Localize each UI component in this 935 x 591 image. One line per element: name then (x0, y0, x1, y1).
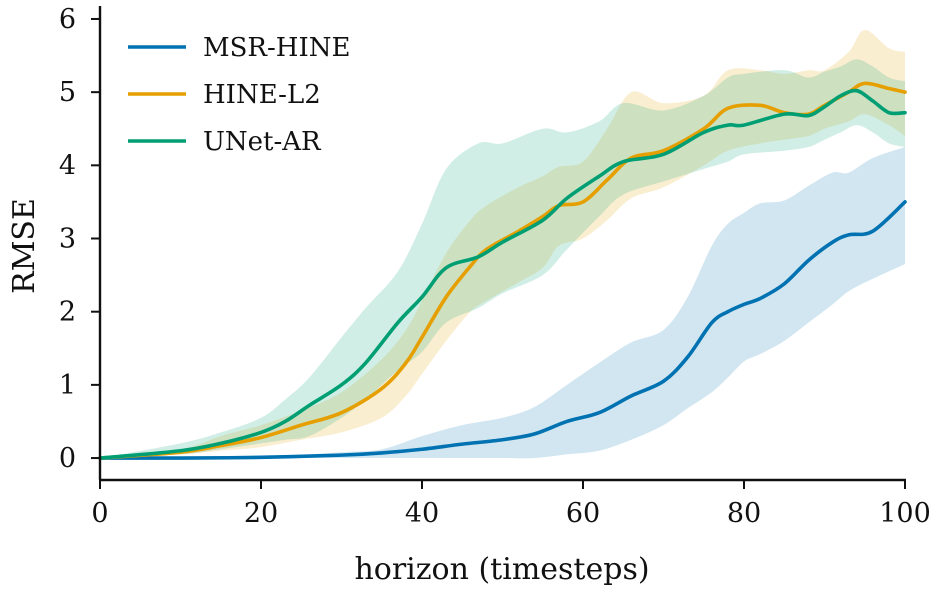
line-unet-ar (98, 88, 907, 460)
x-tick-label: 20 (244, 498, 278, 529)
y-axis-title: RMSE (7, 198, 42, 294)
x-tick-label: 0 (91, 498, 108, 529)
y-tick-label: 6 (59, 4, 76, 35)
axes: 0 20 40 60 80 100 0 1 2 3 4 5 6 (59, 4, 931, 529)
x-axis-title: horizon (timesteps) (354, 552, 649, 587)
y-tick-label: 2 (59, 297, 76, 328)
legend-item-hine-l2: HINE-L2 (128, 80, 321, 110)
y-tick-label: 4 (59, 150, 76, 181)
legend-item-unet-ar: UNet-AR (128, 127, 322, 157)
band-msr-hine (100, 147, 905, 459)
line-msr-hine (98, 200, 907, 460)
legend: MSR-HINE HINE-L2 UNet-AR (128, 33, 350, 157)
legend-label: HINE-L2 (203, 80, 321, 110)
series-lines (98, 81, 907, 460)
y-tick-label: 0 (59, 443, 76, 474)
legend-label: MSR-HINE (203, 33, 350, 63)
legend-item-msr-hine: MSR-HINE (128, 33, 350, 63)
band-unet-ar (100, 59, 905, 459)
legend-label: UNet-AR (203, 127, 322, 157)
x-tick-label: 80 (727, 498, 761, 529)
y-tick-label: 3 (59, 224, 76, 255)
x-tick-label: 60 (566, 498, 600, 529)
y-tick-label: 1 (59, 370, 76, 401)
x-tick-label: 100 (879, 498, 931, 529)
y-tick-label: 5 (59, 77, 76, 108)
x-tick-label: 40 (405, 498, 439, 529)
